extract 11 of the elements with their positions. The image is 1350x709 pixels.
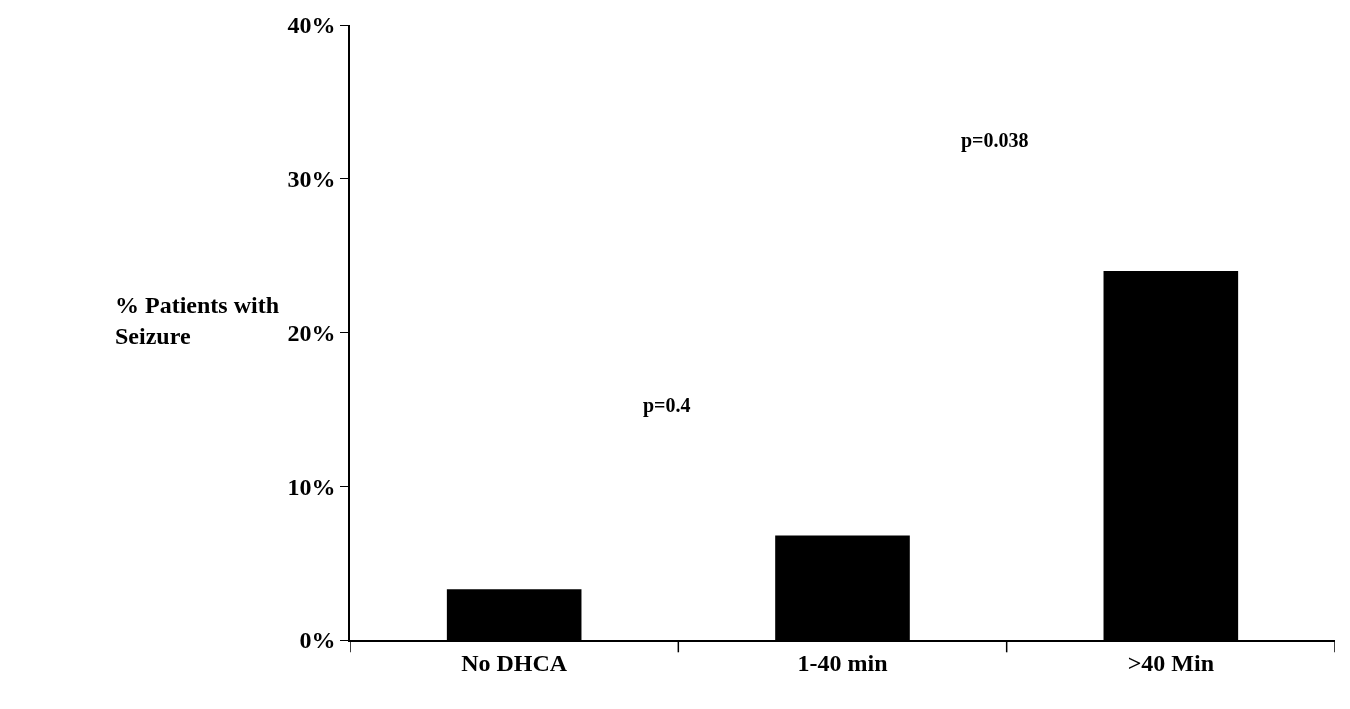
annotation: p=0.038 [961, 129, 1029, 152]
x-tick-label: 1-40 min [797, 649, 888, 676]
y-axis-title: % Patients with Seizure [115, 292, 279, 350]
x-tick-label: No DHCA [461, 649, 568, 676]
annotation: p=0.4 [643, 394, 691, 417]
y-tick-label: 10% [287, 473, 336, 500]
y-tick-label: 0% [299, 627, 336, 654]
y-tick-label: 40% [287, 12, 336, 39]
y-tick-label: 20% [287, 319, 336, 346]
x-tick-label: >40 Min [1127, 649, 1214, 676]
y-tick-label: 30% [287, 166, 336, 193]
